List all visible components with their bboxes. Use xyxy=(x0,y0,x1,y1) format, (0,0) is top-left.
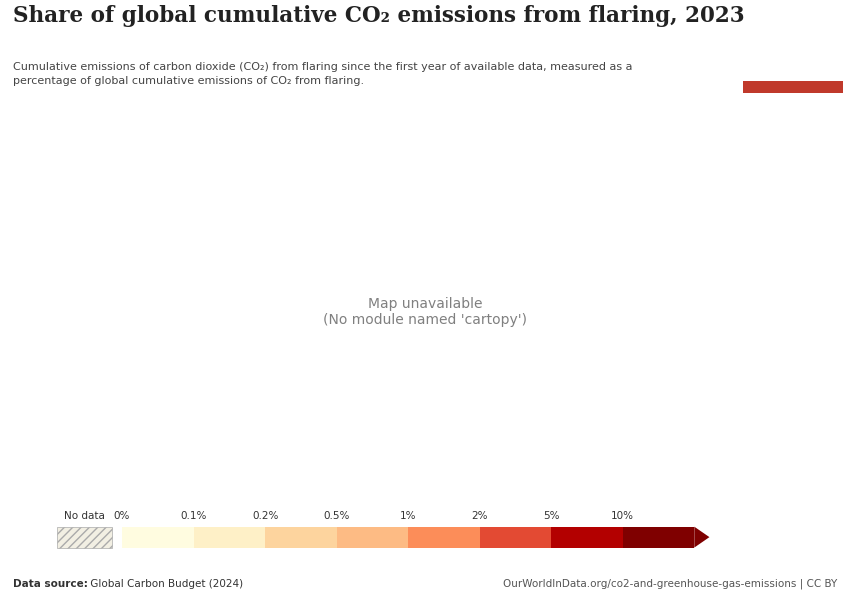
Text: Global Carbon Budget (2024): Global Carbon Budget (2024) xyxy=(87,580,243,589)
Text: in Data: in Data xyxy=(772,53,814,63)
Text: Map unavailable
(No module named 'cartopy'): Map unavailable (No module named 'cartop… xyxy=(323,297,527,327)
Bar xyxy=(337,527,408,548)
Text: OurWorldInData.org/co2-and-greenhouse-gas-emissions | CC BY: OurWorldInData.org/co2-and-greenhouse-ga… xyxy=(503,579,837,589)
Bar xyxy=(743,81,843,93)
Text: 2%: 2% xyxy=(472,511,488,521)
Polygon shape xyxy=(694,527,710,548)
Text: 5%: 5% xyxy=(543,511,559,521)
Bar xyxy=(57,527,112,548)
Text: Share of global cumulative CO₂ emissions from flaring, 2023: Share of global cumulative CO₂ emissions… xyxy=(13,5,745,28)
Text: 10%: 10% xyxy=(611,511,634,521)
Bar xyxy=(551,527,623,548)
Text: 0.5%: 0.5% xyxy=(324,511,350,521)
Text: No data: No data xyxy=(65,511,105,521)
Bar xyxy=(122,527,194,548)
Text: 1%: 1% xyxy=(400,511,416,521)
Bar xyxy=(479,527,551,548)
Bar xyxy=(194,527,265,548)
Text: 0%: 0% xyxy=(114,511,130,521)
Bar xyxy=(265,527,337,548)
Text: 0.2%: 0.2% xyxy=(252,511,278,521)
Text: Our World: Our World xyxy=(763,32,823,42)
Text: Data source:: Data source: xyxy=(13,580,88,589)
Text: Cumulative emissions of carbon dioxide (CO₂) from flaring since the first year o: Cumulative emissions of carbon dioxide (… xyxy=(13,62,632,86)
Text: 0.1%: 0.1% xyxy=(180,511,207,521)
Bar xyxy=(408,527,479,548)
Bar xyxy=(623,527,694,548)
